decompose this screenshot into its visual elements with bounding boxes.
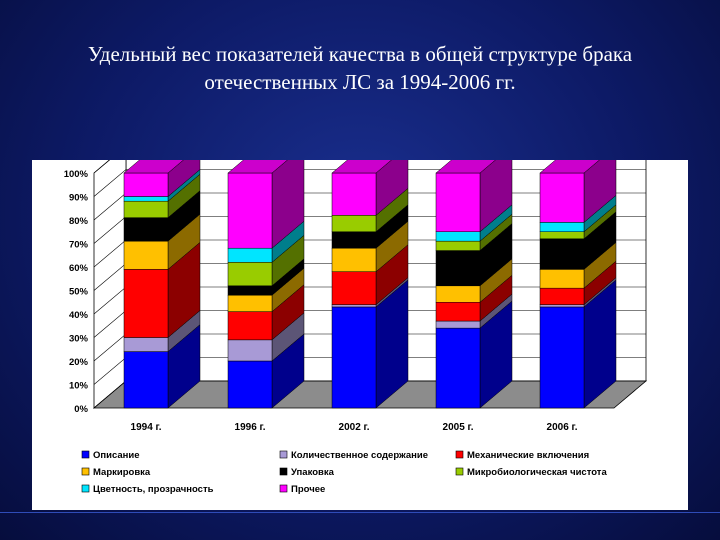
bar-segment xyxy=(331,215,377,232)
y-tick-label: 40% xyxy=(69,310,89,321)
y-tick-label: 30% xyxy=(69,334,89,345)
bar-segment xyxy=(435,240,481,251)
bar-segment xyxy=(331,247,377,272)
legend-swatch xyxy=(279,484,288,493)
bar-segment xyxy=(331,172,377,216)
bar-segment xyxy=(123,240,169,270)
legend-label: Количественное содержание xyxy=(291,450,428,461)
bar-segment xyxy=(435,285,481,303)
y-tick-label: 70% xyxy=(69,240,89,251)
bar-segment xyxy=(539,269,585,289)
bar-segment xyxy=(331,304,377,308)
x-tick-label: 2006 г. xyxy=(547,422,578,433)
bar-segment xyxy=(539,231,585,240)
stacked-bar-chart: 0% 10% 20% 30% 40% 50% 60% 70% 80% 90% 100% 1994 г.… xyxy=(64,160,648,495)
slide-title: Удельный вес показателей качества в обще… xyxy=(0,40,720,96)
y-tick-label: 100% xyxy=(64,169,89,180)
bar-segment xyxy=(227,311,273,341)
bar-segment xyxy=(331,231,377,249)
bar-segment xyxy=(435,250,481,287)
bar-top xyxy=(539,160,600,174)
legend-swatch xyxy=(455,450,464,459)
bar-segment xyxy=(227,172,273,249)
legend-label: Маркировка xyxy=(93,467,151,478)
y-tick-label: 60% xyxy=(69,263,89,274)
x-tick-label: 1994 г. xyxy=(131,422,162,433)
bar-segment xyxy=(227,339,273,362)
legend-swatch xyxy=(81,450,90,459)
x-tick-label: 2005 г. xyxy=(443,422,474,433)
bar-segment xyxy=(123,200,169,218)
slide-title-line-1: Удельный вес показателей качества в обще… xyxy=(87,42,633,66)
x-tick-label: 2002 г. xyxy=(339,422,370,433)
bar-segment xyxy=(435,327,481,409)
bar-segment xyxy=(539,172,585,223)
slide-title-line-2: отечественных ЛС за 1994-2006 гг. xyxy=(204,70,516,94)
y-tick-label: 90% xyxy=(69,193,89,204)
bar-segment xyxy=(123,269,169,338)
legend-label: Описание xyxy=(93,450,140,461)
footer-divider xyxy=(0,512,720,513)
legend-swatch xyxy=(455,467,464,476)
legend-swatch xyxy=(279,450,288,459)
bar-segment xyxy=(539,304,585,308)
y-tick-label: 50% xyxy=(69,287,89,298)
bar-segment xyxy=(539,306,585,409)
bar-segment xyxy=(123,337,169,352)
y-tick-label: 20% xyxy=(69,357,89,368)
bar-segment xyxy=(435,302,481,322)
gridline xyxy=(93,160,110,174)
bar-segment xyxy=(227,294,273,312)
legend-swatch xyxy=(81,484,90,493)
bar-segment xyxy=(435,172,481,232)
chart-panel: 0% 10% 20% 30% 40% 50% 60% 70% 80% 90% 100% 1994 г.… xyxy=(32,160,688,510)
legend-label: Прочее xyxy=(291,484,325,495)
legend-swatch xyxy=(81,467,90,476)
bar-segment xyxy=(227,360,273,409)
bar-segment xyxy=(227,262,273,287)
bar-segment xyxy=(539,222,585,232)
bar-segment xyxy=(331,306,377,409)
y-tick-label: 80% xyxy=(69,216,89,227)
legend-label: Микробиологическая чистота xyxy=(467,467,607,478)
bar-segment xyxy=(123,217,169,242)
bar-top xyxy=(123,160,184,174)
bar-top xyxy=(435,160,496,174)
legend-label: Механические включения xyxy=(467,450,589,461)
bar-segment xyxy=(123,196,169,202)
bar-segment xyxy=(539,238,585,270)
bar-segment xyxy=(331,271,377,305)
x-tick-label: 1996 г. xyxy=(235,422,266,433)
y-tick-label: 10% xyxy=(69,381,89,392)
bar-segment xyxy=(123,351,169,409)
bar-segment xyxy=(227,247,273,263)
bar-segment xyxy=(435,231,481,242)
bar-segment xyxy=(123,172,169,197)
bar-segment xyxy=(435,320,481,329)
bar-segment xyxy=(227,285,273,296)
y-tick-label: 0% xyxy=(74,404,88,415)
legend-label: Упаковка xyxy=(291,467,335,478)
bar-top xyxy=(227,160,288,174)
legend-swatch xyxy=(279,467,288,476)
legend-label: Цветность, прозрачность xyxy=(93,484,214,495)
bar-top xyxy=(331,160,392,174)
bar-segment xyxy=(539,287,585,305)
